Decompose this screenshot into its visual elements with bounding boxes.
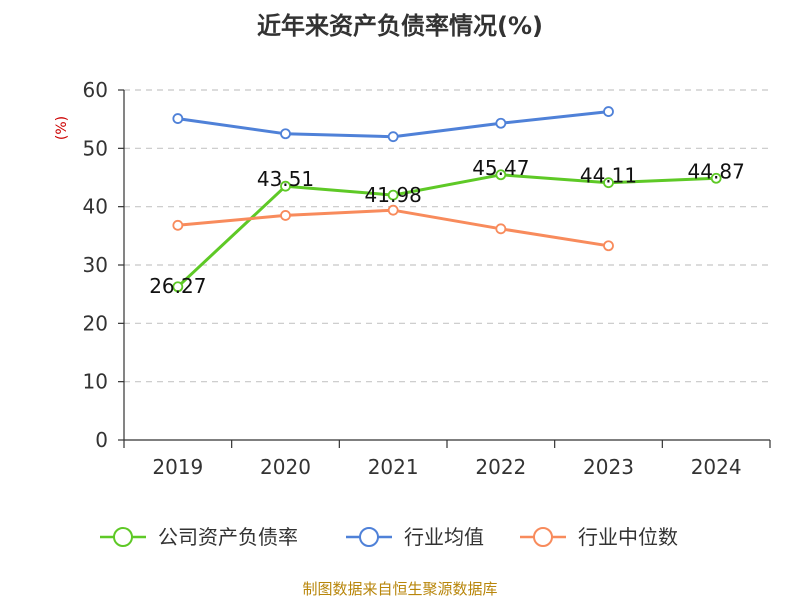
y-tick-label: 0 — [95, 428, 108, 452]
data-label: 45.47 — [472, 156, 529, 180]
data-point — [495, 117, 507, 129]
data-point — [280, 180, 291, 192]
data-point — [603, 240, 614, 252]
data-label: 41.98 — [365, 183, 422, 207]
data-point — [495, 169, 507, 181]
legend-label: 行业均值 — [404, 525, 484, 549]
data-point — [172, 219, 184, 231]
data-label: 44.11 — [580, 164, 637, 188]
x-tick-label: 2020 — [260, 455, 311, 479]
grid-lines — [124, 89, 770, 383]
data-labels: 26.27 43.51 41.98 45.47 44.11 44.87 — [149, 156, 745, 298]
x-tick-label: 2022 — [475, 455, 526, 479]
x-tick-label: 2023 — [583, 455, 634, 479]
data-point — [172, 113, 184, 124]
y-tick-label: 10 — [83, 370, 108, 394]
legend-label: 公司资产负债率 — [158, 525, 298, 549]
data-label: 44.87 — [688, 159, 745, 183]
chart-title: 近年来资产负债率情况(%) — [257, 12, 543, 40]
legend-label: 行业中位数 — [578, 525, 678, 549]
data-point — [387, 204, 399, 216]
data-label: 43.51 — [257, 167, 314, 191]
data-point — [710, 172, 722, 184]
data-point — [603, 106, 614, 117]
legend-marker — [533, 527, 553, 547]
y-tick-label: 20 — [83, 311, 108, 335]
x-tick-label: 2021 — [368, 455, 419, 479]
legend-marker — [113, 527, 133, 547]
legend-item-0[interactable]: 公司资产负债率 — [100, 525, 298, 549]
data-point — [280, 210, 291, 221]
data-point — [280, 128, 291, 140]
x-tick-label: 2024 — [691, 455, 742, 479]
data-point — [172, 281, 184, 293]
legend[interactable]: 公司资产负债率 行业均值 行业中位数 — [100, 525, 678, 549]
legend-marker — [359, 527, 379, 547]
data-point — [495, 223, 507, 235]
series-line-0 — [176, 173, 717, 288]
legend-item-1[interactable]: 行业均值 — [346, 525, 484, 549]
y-axis-unit-label: (%) — [54, 116, 70, 140]
series-lines — [172, 106, 722, 293]
y-tick-label: 40 — [83, 195, 108, 219]
axes: 0 10 20 30 40 50 60 2019 2020 2021 2022 2023 2024 — [83, 78, 771, 479]
x-tick-label: 2019 — [152, 455, 203, 479]
source-note: 制图数据来自恒生聚源数据库 — [302, 580, 497, 598]
data-point — [603, 177, 614, 189]
y-tick-label: 50 — [83, 136, 108, 160]
y-tick-label: 30 — [83, 253, 108, 277]
data-point — [387, 189, 399, 201]
data-label: 26.27 — [149, 274, 206, 298]
data-point — [387, 131, 399, 143]
legend-item-2[interactable]: 行业中位数 — [520, 525, 678, 549]
y-tick-label: 60 — [83, 78, 108, 102]
